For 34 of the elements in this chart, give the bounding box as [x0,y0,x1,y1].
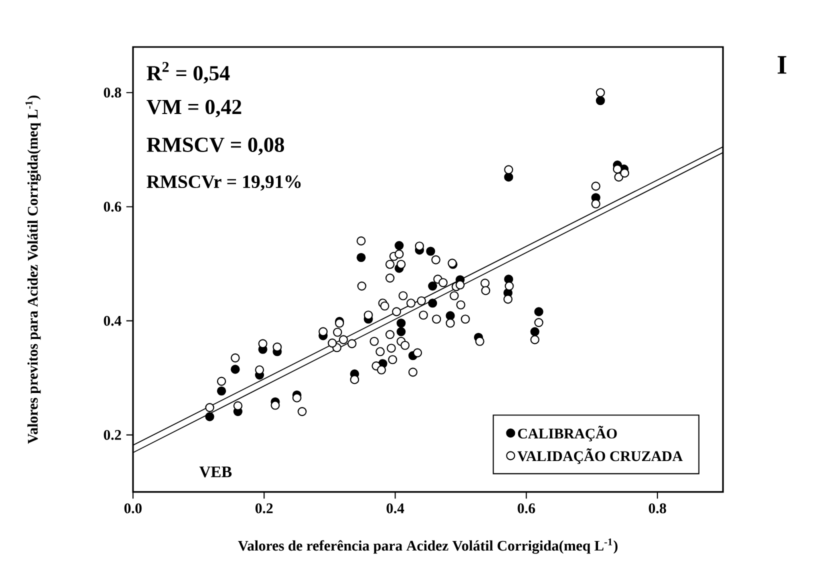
legend-label: CALIBRAÇÃO [518,426,617,442]
text: I [778,56,786,74]
point [396,327,406,336]
point [530,327,540,336]
annotation: RMSCV = 0,08 [146,138,284,156]
point [428,298,438,308]
x-axis-title: Valores de referência para Acidez Volátil Corrigida(meq L$^{-1}$) [238,538,618,554]
legend-label: VALIDAÇÃO CRUZADA [517,448,683,464]
annotation: VEB [199,466,232,478]
x-tick-label: 0.0 [124,503,142,514]
x-tick-label: 0.8 [648,503,666,514]
point [230,364,240,374]
annotation: RMSCVr = 19,91% [146,175,301,191]
point [394,241,404,250]
point [534,307,544,316]
x-tick-label: 0.2 [256,503,273,514]
point [428,282,438,291]
point [426,246,436,256]
x-tick-label: 0.4 [386,503,404,514]
point [446,311,455,320]
point [596,96,605,106]
annotation: VM = 0,42 [146,100,242,118]
y-axis-title: Valores previtos para Acidez Volátil Corrigida(meq L$^{-1}$) [26,96,41,444]
point [356,252,366,262]
y-tick-label: 0.4 [104,316,122,326]
y-tick-label: 0.2 [104,430,121,440]
y-tick-label: 0.6 [104,202,122,212]
point [396,318,406,328]
annotation: R$^{2}$ = 0,54 [146,62,230,84]
point [504,172,514,182]
point [216,386,226,396]
x-tick-label: 0.6 [518,503,536,514]
point [205,412,214,422]
y-tick-label: 0.8 [104,88,122,98]
